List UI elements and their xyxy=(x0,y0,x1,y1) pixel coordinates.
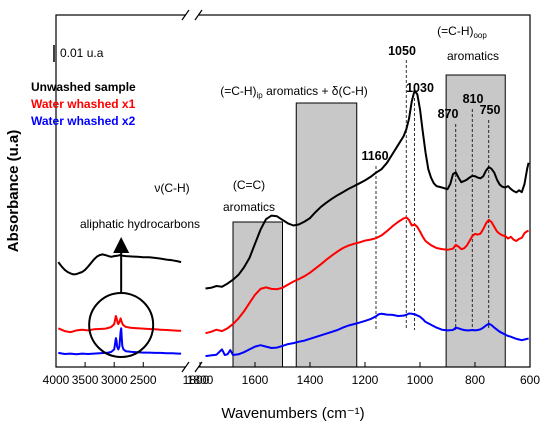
annotation-label: (=C-H)oop xyxy=(437,24,487,40)
x-tick-label: 1800 xyxy=(183,373,210,387)
x-tick-label: 1000 xyxy=(407,373,434,387)
peak-label: 1050 xyxy=(388,44,416,58)
shaded-regions xyxy=(232,74,506,368)
legend-entry: Water whashed x1 xyxy=(31,97,136,111)
axis-break-gap xyxy=(186,361,198,373)
x-tick-label: 3000 xyxy=(101,373,128,387)
x-tick-label: 600 xyxy=(520,373,540,387)
series-line xyxy=(58,327,182,356)
shaded-region xyxy=(232,221,283,368)
legend-entry: Unwashed sample xyxy=(31,80,136,94)
x-tick-label: 1400 xyxy=(297,373,324,387)
x-tick-label: 3500 xyxy=(72,373,99,387)
plot-frame xyxy=(55,14,531,368)
series-line xyxy=(57,315,182,334)
x-axis-label: Wavenumbers (cm⁻¹) xyxy=(221,405,364,422)
series-lines xyxy=(57,89,530,358)
peak-lines xyxy=(375,60,490,330)
x-tick-label: 4000 xyxy=(43,373,70,387)
shaded-region xyxy=(295,102,358,368)
peak-label: 750 xyxy=(480,103,501,117)
x-tick-label: 1200 xyxy=(352,373,379,387)
x-tick-label: 2500 xyxy=(130,373,157,387)
series-line xyxy=(205,312,529,358)
annotation-label: aromatics xyxy=(447,49,499,63)
axis-break-gap xyxy=(186,9,198,21)
axis-break-slash xyxy=(194,361,203,373)
annotation-label: aromatics xyxy=(223,200,275,214)
legend: Unwashed sample Water whashed x1 Water wha… xyxy=(31,80,136,128)
highlight-circle xyxy=(88,292,155,358)
peak-label: 1160 xyxy=(361,149,388,163)
y-axis-label: Absorbance (u.a) xyxy=(5,130,22,253)
peak-label: 1030 xyxy=(406,81,434,95)
series-line xyxy=(205,216,529,335)
peak-label: 810 xyxy=(463,92,484,106)
annotation-label: (C=C) xyxy=(233,178,265,192)
annotation-label: (=C-H)ip aromatics + δ(C-H) xyxy=(220,84,368,100)
axis-break-slash xyxy=(181,9,190,21)
scale-bar-label: 0.01 u.a xyxy=(60,46,104,60)
series-line xyxy=(205,89,530,290)
legend-entry: Water whashed x2 xyxy=(31,114,136,128)
x-tick-label: 1600 xyxy=(242,373,269,387)
x-tick-label: 1800 xyxy=(187,373,214,387)
series-line xyxy=(57,253,182,276)
annotation-label: ν(C-H) xyxy=(154,181,189,195)
scale-bar: 0.01 u.a xyxy=(53,45,104,62)
x-tick-label: 800 xyxy=(465,373,485,387)
annotation-label: aliphatic hydrocarbons xyxy=(80,217,200,231)
axis-break-slash xyxy=(194,9,203,21)
peak-label: 870 xyxy=(438,107,459,121)
axis-break-slash xyxy=(181,361,190,373)
axis-break-marks xyxy=(181,9,203,373)
